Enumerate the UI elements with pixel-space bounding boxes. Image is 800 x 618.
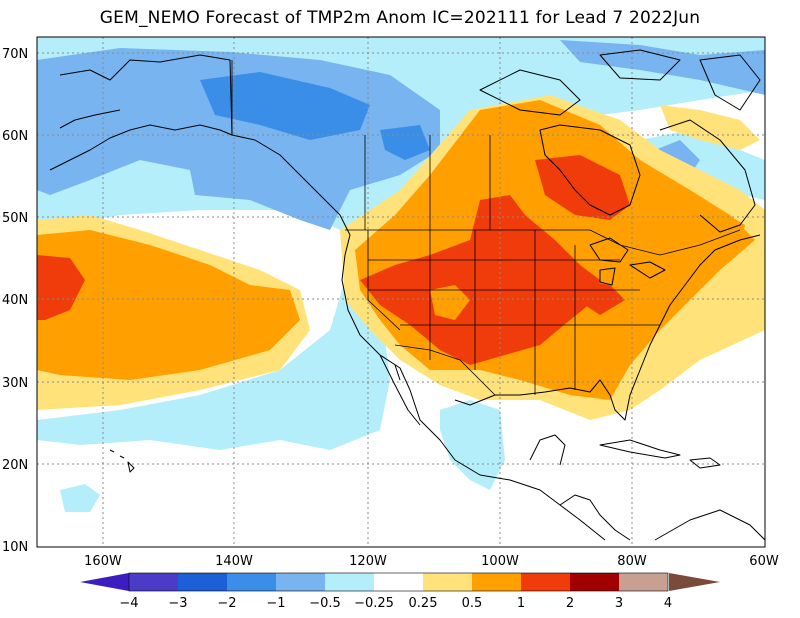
anomaly-region-light-blue-hawaii <box>60 484 100 512</box>
colorbar-swatch <box>325 573 374 591</box>
lon-label: 100W <box>481 554 519 569</box>
anomaly-region-orange-rockies <box>430 285 470 320</box>
lat-label: 40N <box>2 293 28 308</box>
colorbar-swatch <box>472 573 521 591</box>
political-borders <box>231 60 741 396</box>
coastlines <box>49 49 765 541</box>
anomaly-field <box>37 37 765 547</box>
colorbar-swatch <box>374 573 423 591</box>
colorbar-label: −2 <box>217 596 236 611</box>
map-title: GEM_NEMO Forecast of TMP2m Anom IC=20211… <box>99 8 701 28</box>
anomaly-region-mid-blue-alaska <box>200 72 370 140</box>
anomaly-region-yellow-quebec <box>660 105 760 150</box>
longitude-labels: 160W 140W 120W 100W 80W 60W <box>84 554 779 569</box>
colorbar-label: −3 <box>168 596 187 611</box>
colorbar-swatch <box>276 573 325 591</box>
lat-label: 70N <box>2 47 28 62</box>
colorbar-label: 4 <box>664 596 672 611</box>
colorbar-label: −0.5 <box>309 596 341 611</box>
lat-label: 20N <box>2 458 28 473</box>
lat-label: 10N <box>2 540 28 555</box>
colorbar-arrow-left <box>80 573 129 591</box>
anomaly-region-red-conus <box>360 195 600 365</box>
lon-label: 80W <box>617 554 647 569</box>
map-frame <box>36 36 766 548</box>
colorbar-label: 0.5 <box>462 596 483 611</box>
anomaly-region-orange-northeast <box>680 210 745 260</box>
lon-label: 140W <box>215 554 253 569</box>
colorbar-swatch <box>178 573 227 591</box>
lon-label: 120W <box>349 554 387 569</box>
anomaly-region-mid-blue-yukon <box>380 125 430 160</box>
colorbar-label: 1 <box>517 596 525 611</box>
anomaly-region-red-pacific <box>37 255 85 320</box>
lat-label: 50N <box>2 211 28 226</box>
lat-label: 60N <box>2 129 28 144</box>
colorbar-label: 3 <box>615 596 623 611</box>
anomaly-region-light-blue-mexico <box>440 400 505 490</box>
colorbar-label: 2 <box>566 596 574 611</box>
colorbar-arrow-right <box>669 573 720 591</box>
colorbar-swatch <box>570 573 619 591</box>
colorbar-swatch <box>227 573 276 591</box>
colorbar-swatch <box>619 573 668 591</box>
colorbar-label: −0.25 <box>354 596 394 611</box>
colorbar-label: 0.25 <box>409 596 438 611</box>
colorbar-label: −4 <box>119 596 138 611</box>
latitude-labels: 70N 60N 50N 40N 30N 20N 10N <box>2 47 28 555</box>
anomaly-region-red-ohio-valley <box>580 280 625 315</box>
lon-label: 60W <box>749 554 779 569</box>
lon-label: 160W <box>84 554 122 569</box>
anomaly-region-light-blue-east-pacific <box>37 250 390 450</box>
colorbar-swatch <box>129 573 178 591</box>
colorbar: −4 −3 −2 −1 −0.5 −0.25 0.25 0.5 1 2 3 4 <box>80 572 720 611</box>
colorbar-swatch <box>423 573 472 591</box>
colorbar-label: −1 <box>266 596 285 611</box>
lat-label: 30N <box>2 376 28 391</box>
colorbar-swatch <box>521 573 570 591</box>
anomaly-region-red-hudson <box>535 155 630 220</box>
colorbar-outline <box>128 572 669 592</box>
